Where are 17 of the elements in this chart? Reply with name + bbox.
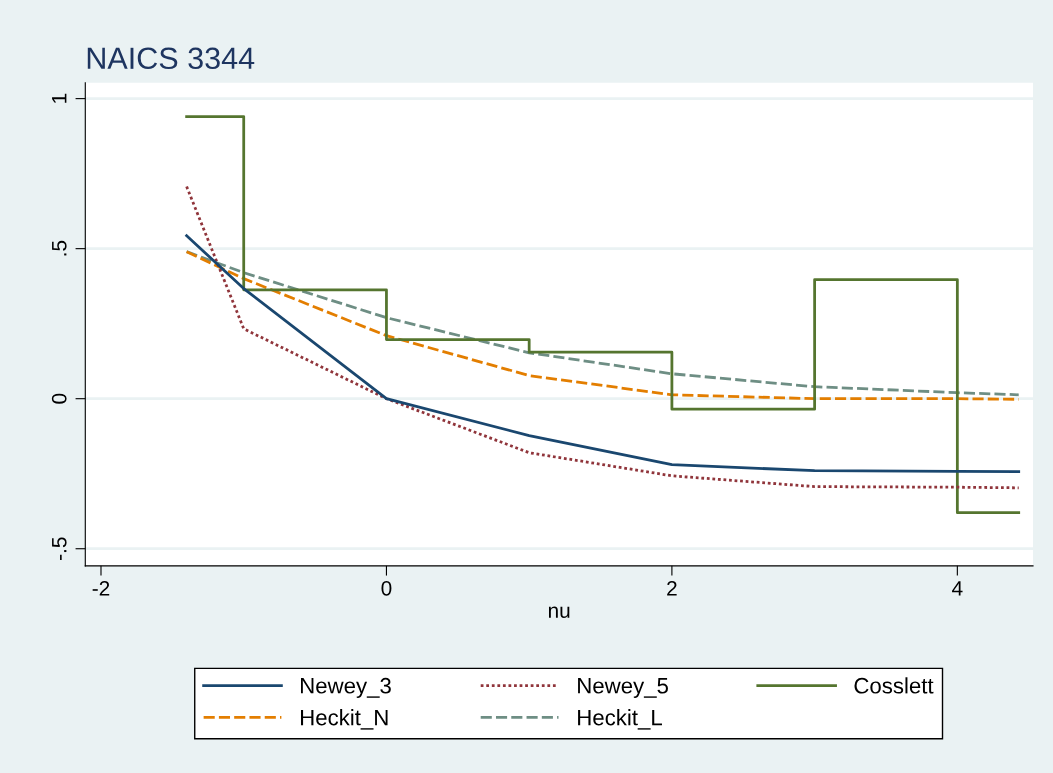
x-tick-label: -2: [92, 580, 110, 596]
chart-title: NAICS 3344: [87, 47, 255, 70]
x-tick-label: 4: [952, 581, 963, 596]
line-series: [185, 185, 1021, 490]
y-tick-label: 0: [51, 393, 67, 404]
y-tick-label: .5: [52, 240, 67, 256]
x-tick-label: 0: [381, 580, 392, 596]
line-series: [185, 234, 1021, 473]
y-tick-label: -.5: [52, 537, 67, 560]
x-axis-title: nu: [548, 606, 570, 618]
legend-label: Newey_5: [578, 678, 668, 698]
y-tick-label: 1: [52, 93, 67, 103]
x-tick-label: 2: [667, 580, 677, 596]
legend-label: Heckit_N: [301, 709, 388, 730]
legend-label: Newey_3: [301, 677, 391, 698]
legend-label: Cosslett: [854, 677, 934, 694]
legend-label: Heckit_L: [578, 709, 662, 730]
